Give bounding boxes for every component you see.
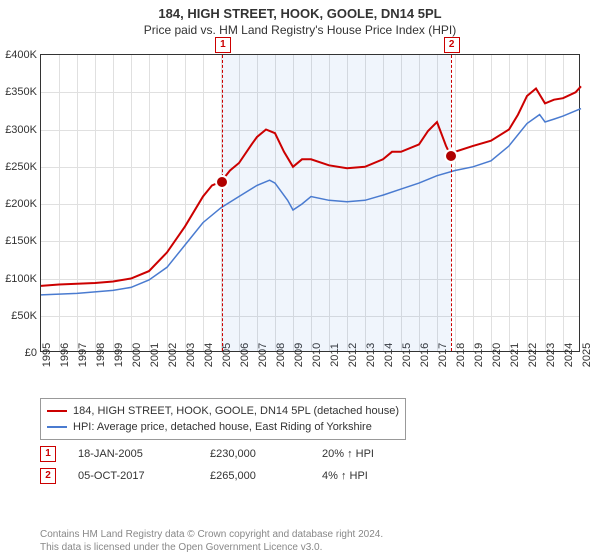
series-svg: [41, 55, 581, 353]
sale-date: 05-OCT-2017: [78, 470, 188, 482]
legend-label: 184, HIGH STREET, HOOK, GOOLE, DN14 5PL …: [73, 403, 399, 419]
y-tick-label: £200K: [5, 198, 41, 210]
y-tick-label: £250K: [5, 161, 41, 173]
marker-line: [222, 55, 223, 351]
legend-swatch: [47, 426, 67, 428]
legend-swatch: [47, 410, 67, 412]
footer-line: Contains HM Land Registry data © Crown c…: [40, 528, 580, 541]
chart-title: 184, HIGH STREET, HOOK, GOOLE, DN14 5PL: [0, 0, 600, 21]
sale-row: 2 05-OCT-2017 £265,000 4% ↑ HPI: [40, 465, 580, 487]
series-line: [41, 109, 581, 295]
container: { "title": "184, HIGH STREET, HOOK, GOOL…: [0, 0, 600, 560]
legend-item: HPI: Average price, detached house, East…: [47, 419, 399, 435]
y-tick-label: £50K: [11, 310, 41, 322]
chart-subtitle: Price paid vs. HM Land Registry's House …: [0, 21, 600, 37]
footer-line: This data is licensed under the Open Gov…: [40, 541, 580, 554]
plot-area: £0£50K£100K£150K£200K£250K£300K£350K£400…: [40, 54, 580, 352]
x-tick-label: 2025: [581, 343, 593, 367]
sale-date: 18-JAN-2005: [78, 448, 188, 460]
y-tick-label: £300K: [5, 124, 41, 136]
legend: 184, HIGH STREET, HOOK, GOOLE, DN14 5PL …: [40, 398, 406, 440]
marker-line: [451, 55, 452, 351]
y-tick-label: £350K: [5, 86, 41, 98]
legend-label: HPI: Average price, detached house, East…: [73, 419, 372, 435]
sale-marker: 1: [40, 446, 56, 462]
sales-table: 1 18-JAN-2005 £230,000 20% ↑ HPI 2 05-OCT-201…: [40, 443, 580, 487]
sale-delta: 20% ↑ HPI: [322, 448, 374, 460]
marker-dot: [215, 175, 229, 189]
marker-dot: [444, 149, 458, 163]
legend-item: 184, HIGH STREET, HOOK, GOOLE, DN14 5PL …: [47, 403, 399, 419]
sale-price: £265,000: [210, 470, 300, 482]
y-tick-label: £0: [25, 347, 41, 359]
sale-row: 1 18-JAN-2005 £230,000 20% ↑ HPI: [40, 443, 580, 465]
marker-badge: 2: [444, 37, 460, 53]
marker-badge: 1: [215, 37, 231, 53]
y-tick-label: £150K: [5, 235, 41, 247]
y-tick-label: £100K: [5, 273, 41, 285]
y-tick-label: £400K: [5, 49, 41, 61]
sale-price: £230,000: [210, 448, 300, 460]
series-line: [41, 86, 581, 286]
footer: Contains HM Land Registry data © Crown c…: [40, 528, 580, 554]
sale-delta: 4% ↑ HPI: [322, 470, 368, 482]
sale-marker: 2: [40, 468, 56, 484]
